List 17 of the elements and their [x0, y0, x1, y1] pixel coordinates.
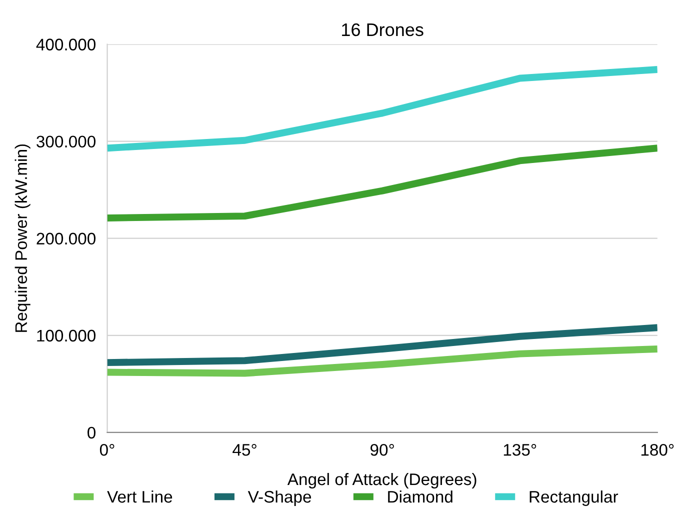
y-tick-label: 0: [88, 426, 96, 439]
legend-label: Diamond: [388, 490, 452, 503]
x-axis-title: Angel of Attack (Degrees): [287, 472, 476, 489]
chart-title: 16 Drones: [342, 23, 424, 36]
y-tick-label: 200.000: [36, 232, 96, 245]
y-tick-label: 300.000: [36, 136, 96, 148]
legend-label: Rectangular: [530, 490, 618, 506]
x-tick-label: 0°: [100, 444, 114, 456]
y-tick-label: 400.000: [36, 38, 96, 50]
y-axis-title: Required Power (kW.min): [14, 144, 30, 332]
x-tick-label: 90°: [370, 444, 394, 456]
x-tick-label: 135°: [504, 444, 536, 456]
y-tick-label: 100.000: [37, 330, 96, 342]
legend-label: V-Shape: [248, 490, 312, 506]
x-tick-label: 45°: [232, 444, 256, 456]
legend-label: Vert Line: [107, 490, 172, 503]
x-tick-label: 180°: [641, 444, 674, 456]
